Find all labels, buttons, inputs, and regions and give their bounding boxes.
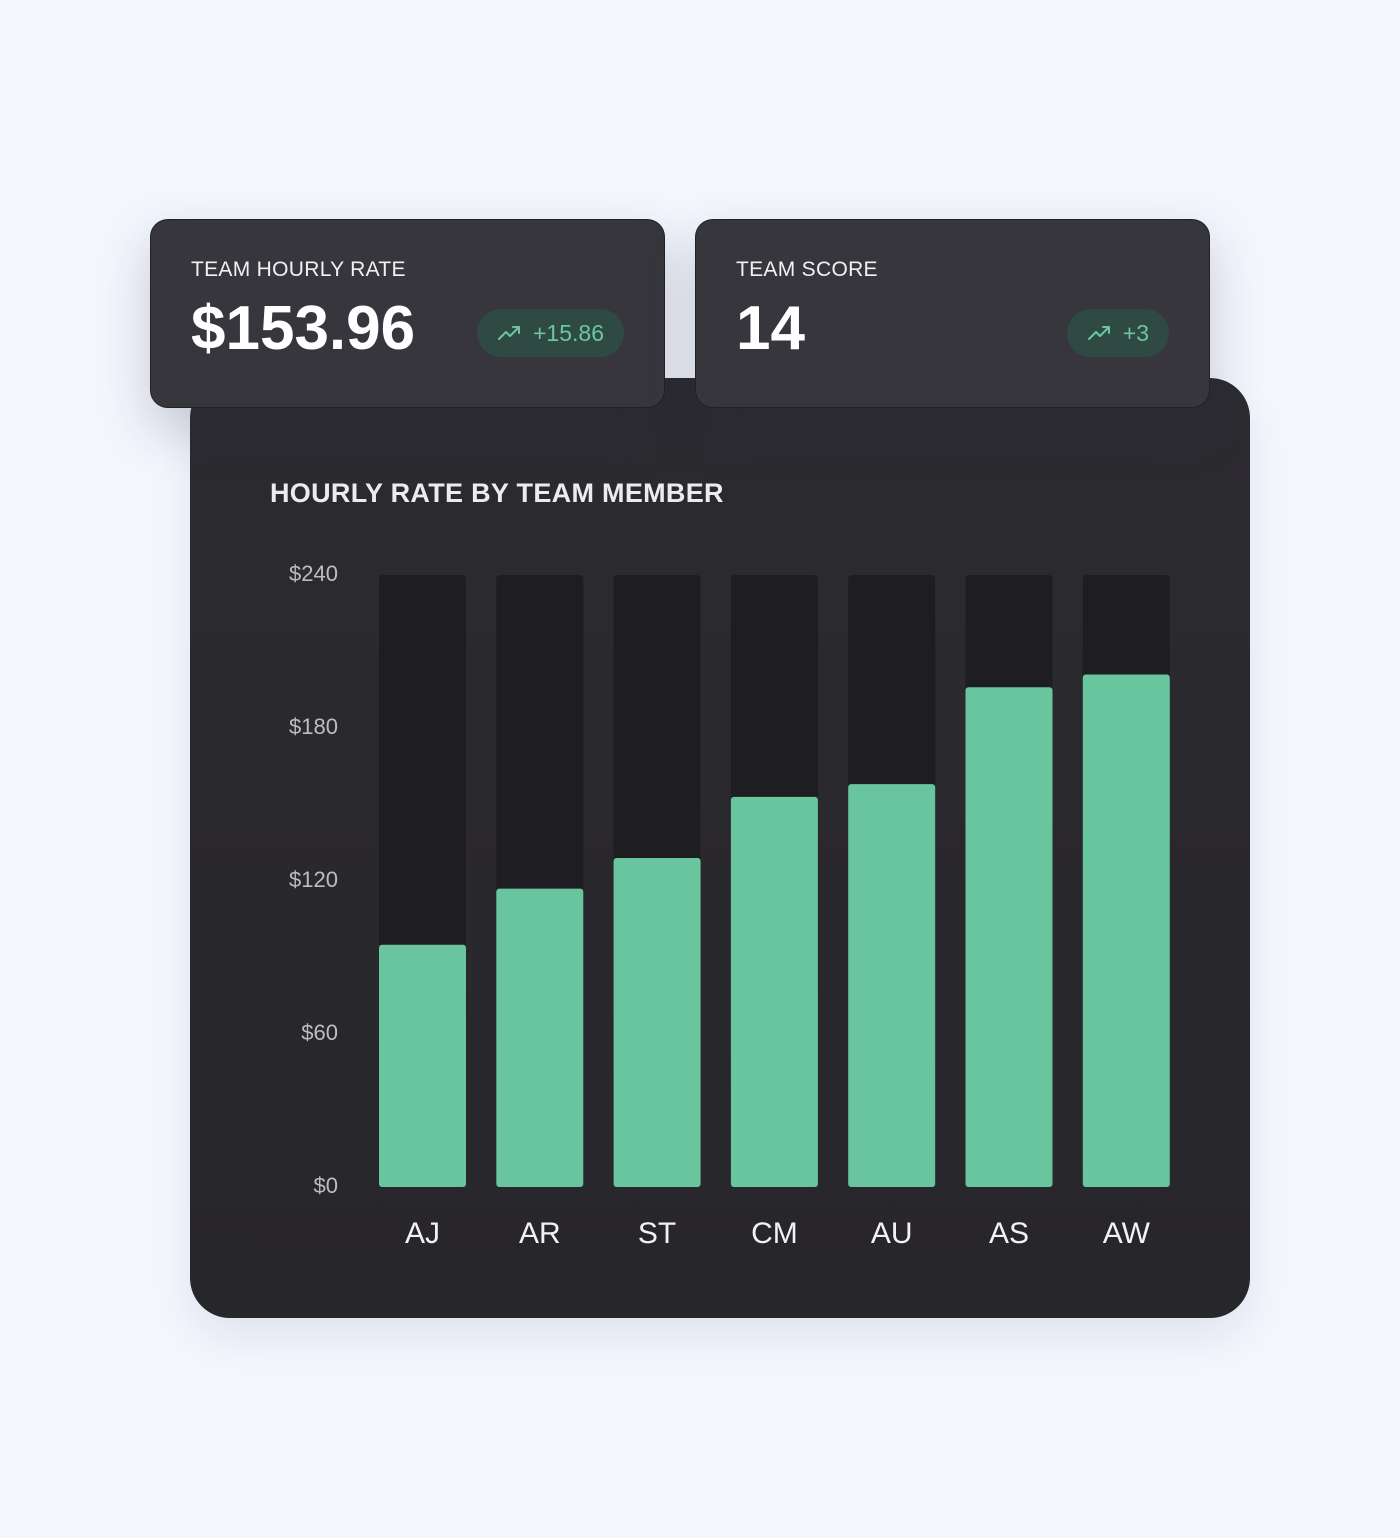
bar-chart: $0 $60 $120 $180 $240 AJ AR ST CM AU AS AW xyxy=(289,561,1170,1250)
x-tick-label: CM xyxy=(751,1217,798,1250)
team-score-value: 14 xyxy=(736,294,805,363)
bar-ar[interactable] xyxy=(496,888,584,1187)
bar-as[interactable] xyxy=(965,687,1053,1187)
x-tick-label: ST xyxy=(638,1217,676,1250)
bar-cm[interactable] xyxy=(730,796,818,1187)
team-hourly-rate-value: $153.96 xyxy=(191,294,416,363)
x-tick-label: AJ xyxy=(405,1217,440,1250)
bar-aw[interactable] xyxy=(1082,674,1170,1187)
x-tick-label: AW xyxy=(1103,1217,1151,1250)
bar-aj[interactable] xyxy=(379,944,466,1187)
y-tick-label: $180 xyxy=(289,714,338,739)
x-tick-label: AR xyxy=(519,1217,561,1250)
hourly-rate-delta-badge: +15.86 xyxy=(477,309,624,357)
chart-panel: HOURLY RATE BY TEAM MEMBER $0 $60 $120 $180… xyxy=(190,378,1250,1318)
y-tick-label: $240 xyxy=(289,561,338,586)
team-score-card: TEAM SCORE 14 +3 xyxy=(695,219,1210,408)
x-tick-label: AU xyxy=(871,1217,913,1250)
hourly-rate-delta-value: +15.86 xyxy=(533,319,604,346)
trending-up-icon xyxy=(1087,326,1110,340)
team-hourly-rate-label: TEAM HOURLY RATE xyxy=(191,258,406,281)
chart-title: HOURLY RATE BY TEAM MEMBER xyxy=(270,478,724,508)
x-tick-label: AS xyxy=(989,1217,1029,1250)
y-tick-label: $60 xyxy=(301,1020,338,1045)
bar-au[interactable] xyxy=(848,784,936,1187)
trending-up-icon xyxy=(498,326,520,340)
team-hourly-rate-card: TEAM HOURLY RATE $153.96 +15.86 xyxy=(150,219,665,408)
team-score-label: TEAM SCORE xyxy=(736,258,878,281)
team-score-delta-badge: +3 xyxy=(1066,309,1169,357)
y-tick-label: $0 xyxy=(314,1173,338,1198)
y-tick-label: $120 xyxy=(289,867,338,892)
team-score-delta-value: +3 xyxy=(1122,319,1149,346)
bar-st[interactable] xyxy=(613,858,701,1187)
